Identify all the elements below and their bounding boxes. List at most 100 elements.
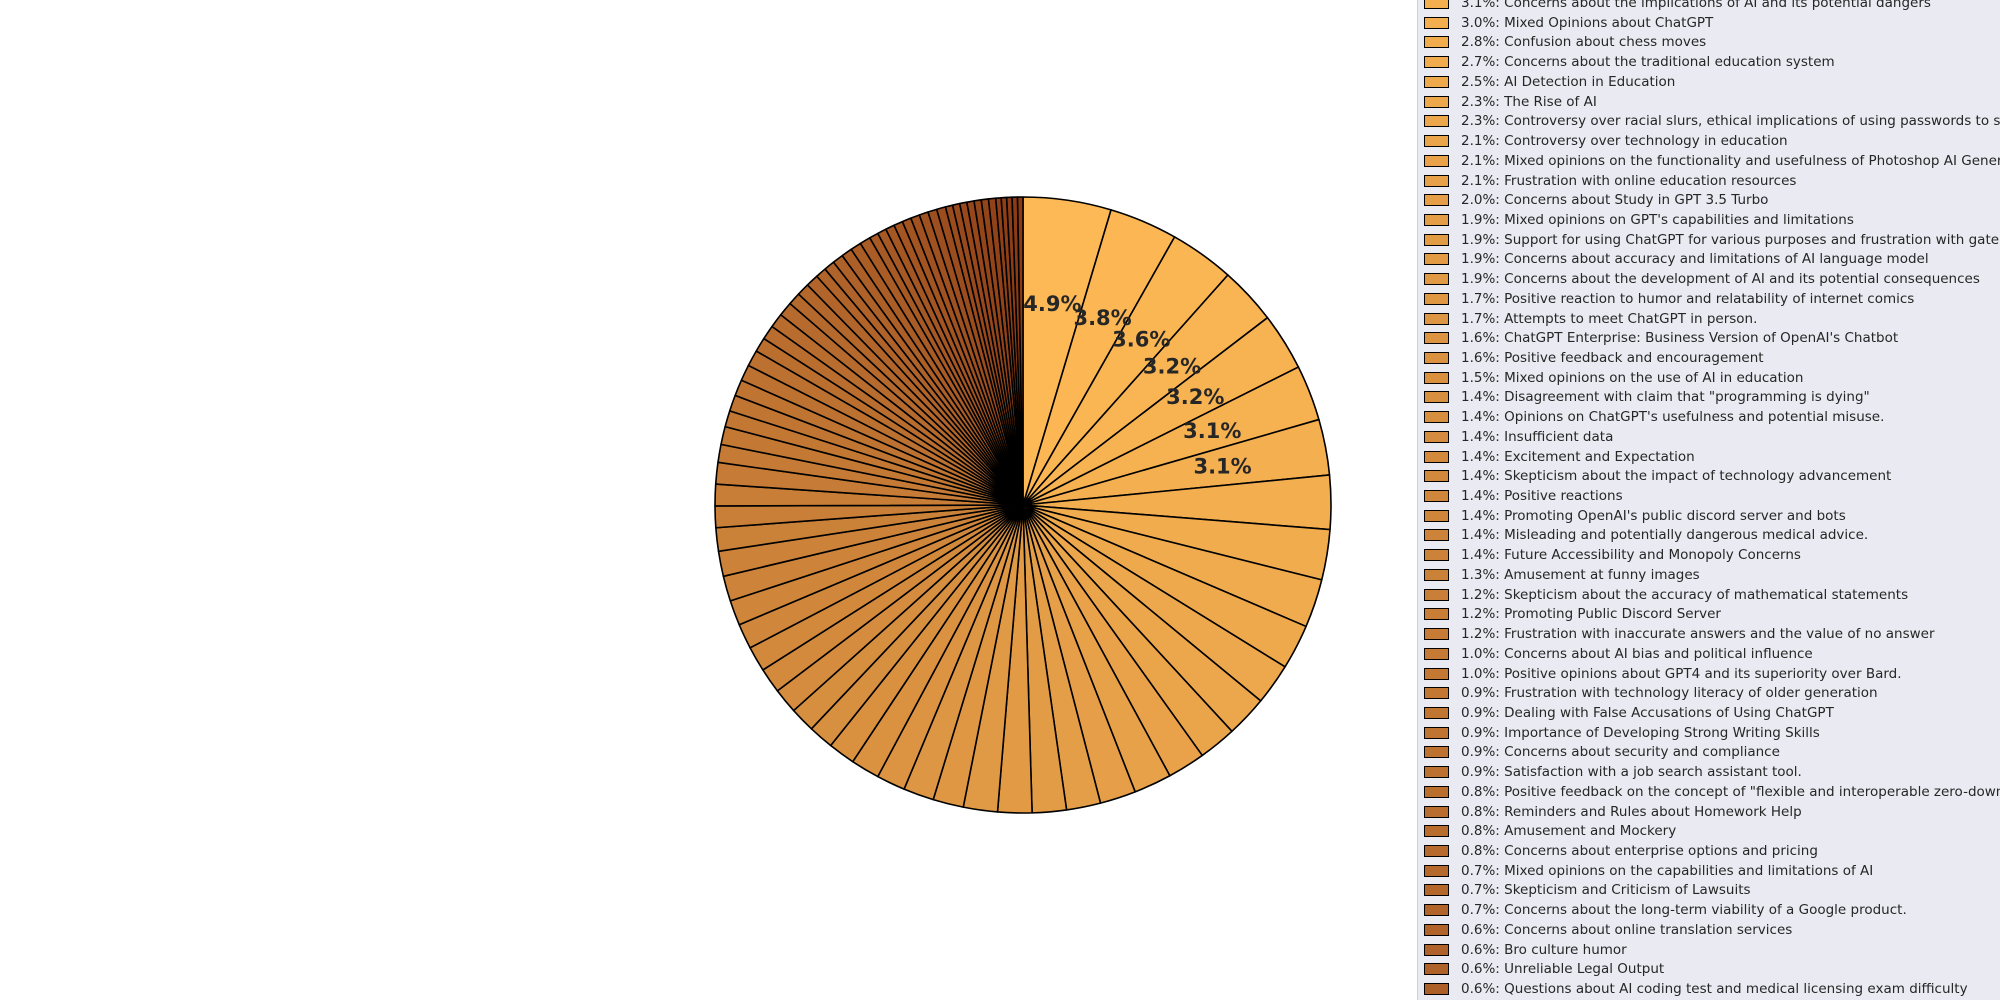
legend-item: 0.7%: Mixed opinions on the capabilities… bbox=[1424, 862, 1873, 880]
legend-swatch bbox=[1424, 845, 1449, 857]
legend-item: 1.4%: Disagreement with claim that "prog… bbox=[1424, 388, 1870, 406]
legend-swatch bbox=[1424, 352, 1449, 364]
pie-slices bbox=[714, 196, 1332, 814]
slice-percent-label: 3.2% bbox=[1143, 355, 1201, 379]
legend-swatch bbox=[1424, 529, 1449, 542]
legend-item: 2.3%: Controversy over racial slurs, eth… bbox=[1424, 112, 2000, 130]
legend-label: 1.4%: Insufficient data bbox=[1461, 428, 1614, 445]
legend-label: 2.1%: Mixed opinions on the functionalit… bbox=[1461, 152, 2000, 169]
legend-item: 1.4%: Opinions on ChatGPT's usefulness a… bbox=[1424, 408, 1884, 426]
legend-swatch bbox=[1424, 292, 1449, 305]
legend-swatch bbox=[1424, 726, 1449, 739]
legend-swatch bbox=[1424, 174, 1449, 187]
legend-label: 1.4%: Skepticism about the impact of tec… bbox=[1461, 468, 1892, 485]
legend-label: 2.3%: Controversy over racial slurs, eth… bbox=[1461, 113, 2000, 130]
legend-swatch bbox=[1424, 825, 1449, 838]
legend: 3.1%: Concerns about the implications of… bbox=[1417, 0, 2000, 1000]
slice-percent-label: 3.6% bbox=[1112, 328, 1170, 352]
legend-swatch bbox=[1424, 943, 1449, 956]
legend-item: 1.7%: Positive reaction to humor and rel… bbox=[1424, 290, 1914, 308]
slice-percent-label: 4.9% bbox=[1023, 292, 1081, 316]
legend-label: 1.4%: Excitement and Expectation bbox=[1461, 448, 1695, 465]
legend-label: 0.9%: Importance of Developing Strong Wr… bbox=[1461, 724, 1820, 741]
legend-item: 2.0%: Concerns about Study in GPT 3.5 Tu… bbox=[1424, 191, 1768, 209]
legend-item: 1.2%: Promoting Public Discord Server bbox=[1424, 605, 1721, 623]
legend-item: 1.2%: Frustration with inaccurate answer… bbox=[1424, 625, 1935, 643]
legend-label: 3.1%: Concerns about the implications of… bbox=[1461, 0, 1931, 11]
legend-item: 1.0%: Positive opinions about GPT4 and i… bbox=[1424, 665, 1902, 683]
legend-swatch bbox=[1424, 667, 1449, 680]
legend-swatch bbox=[1424, 16, 1449, 29]
legend-label: 1.4%: Positive reactions bbox=[1461, 488, 1623, 504]
legend-label: 0.8%: Amusement and Mockery bbox=[1461, 823, 1677, 840]
legend-swatch bbox=[1424, 470, 1449, 483]
legend-item: 0.9%: Frustration with technology litera… bbox=[1424, 684, 1878, 702]
slice-percent-label: 3.1% bbox=[1193, 455, 1251, 479]
legend-swatch bbox=[1424, 549, 1449, 562]
legend-label: 0.8%: Reminders and Rules about Homework… bbox=[1461, 803, 1802, 820]
legend-label: 0.6%: Bro culture humor bbox=[1461, 941, 1627, 958]
legend-item: 1.6%: Positive feedback and encouragemen… bbox=[1424, 349, 1764, 367]
legend-swatch bbox=[1424, 253, 1449, 266]
legend-item: 3.1%: Concerns about the implications of… bbox=[1424, 0, 1931, 12]
legend-label: 0.9%: Satisfaction with a job search ass… bbox=[1461, 764, 1802, 781]
legend-item: 2.1%: Frustration with online education … bbox=[1424, 172, 1796, 190]
legend-item: 1.4%: Misleading and potentially dangero… bbox=[1424, 526, 1868, 544]
legend-swatch bbox=[1424, 983, 1449, 995]
legend-swatch bbox=[1424, 56, 1449, 69]
legend-label: 3.0%: Mixed Opinions about ChatGPT bbox=[1461, 14, 1714, 31]
legend-swatch bbox=[1424, 450, 1449, 463]
legend-swatch bbox=[1424, 568, 1449, 581]
legend-swatch bbox=[1424, 509, 1449, 522]
legend-label: 1.2%: Frustration with inaccurate answer… bbox=[1461, 626, 1935, 642]
legend-label: 0.7%: Mixed opinions on the capabilities… bbox=[1461, 862, 1874, 879]
legend-swatch bbox=[1424, 273, 1449, 286]
legend-swatch bbox=[1424, 904, 1449, 917]
legend-label: 2.8%: Confusion about chess moves bbox=[1461, 34, 1707, 51]
legend-swatch bbox=[1424, 135, 1449, 147]
legend-swatch bbox=[1424, 430, 1449, 443]
legend-swatch bbox=[1424, 687, 1449, 700]
pie-labels: 4.9%3.8%3.6% 3.2% 3.2% 3.1% 3.1% bbox=[1023, 292, 1251, 479]
legend-label: 2.1%: Frustration with online education … bbox=[1461, 172, 1797, 189]
slice-percent-label: 3.8% bbox=[1073, 306, 1131, 330]
legend-label: 0.9%: Dealing with False Accusations of … bbox=[1461, 704, 1834, 721]
legend-item: 2.7%: Concerns about the traditional edu… bbox=[1424, 53, 1835, 71]
legend-swatch bbox=[1424, 746, 1449, 759]
legend-swatch bbox=[1424, 628, 1449, 640]
legend-swatch bbox=[1424, 115, 1449, 128]
legend-item: 1.9%: Support for using ChatGPT for vari… bbox=[1424, 231, 2000, 249]
legend-item: 2.5%: AI Detection in Education bbox=[1424, 73, 1675, 91]
legend-label: 0.6%: Concerns about online translation … bbox=[1461, 921, 1793, 938]
legend-item: 0.7%: Concerns about the long-term viabi… bbox=[1424, 901, 1907, 919]
legend-swatch bbox=[1424, 864, 1449, 877]
legend-label: 2.3%: The Rise of AI bbox=[1461, 93, 1597, 110]
legend-swatch bbox=[1424, 36, 1449, 49]
legend-swatch bbox=[1424, 0, 1449, 9]
legend-label: 2.7%: Concerns about the traditional edu… bbox=[1461, 54, 1835, 71]
legend-label: 1.6%: Positive feedback and encouragemen… bbox=[1461, 350, 1764, 366]
legend-swatch bbox=[1424, 963, 1449, 976]
legend-swatch bbox=[1424, 312, 1449, 325]
legend-swatch bbox=[1424, 411, 1449, 424]
legend-item: 0.9%: Satisfaction with a job search ass… bbox=[1424, 763, 1802, 781]
legend-label: 1.3%: Amusement at funny images bbox=[1461, 566, 1700, 583]
legend-swatch bbox=[1424, 766, 1449, 779]
legend-item: 2.1%: Mixed opinions on the functionalit… bbox=[1424, 152, 2000, 170]
legend-item: 0.6%: Concerns about online translation … bbox=[1424, 921, 1792, 939]
legend-label: 1.7%: Attempts to meet ChatGPT in person… bbox=[1461, 310, 1758, 327]
legend-swatch bbox=[1424, 371, 1449, 384]
legend-item: 0.9%: Importance of Developing Strong Wr… bbox=[1424, 724, 1820, 742]
legend-item: 0.8%: Amusement and Mockery bbox=[1424, 822, 1676, 840]
legend-label: 1.4%: Future Accessibility and Monopoly … bbox=[1461, 547, 1801, 564]
legend-item: 1.4%: Promoting OpenAI's public discord … bbox=[1424, 507, 1846, 525]
legend-item: 0.9%: Dealing with False Accusations of … bbox=[1424, 704, 1834, 722]
legend-label: 2.0%: Concerns about Study in GPT 3.5 Tu… bbox=[1461, 192, 1769, 209]
legend-item: 1.4%: Excitement and Expectation bbox=[1424, 448, 1695, 466]
legend-swatch bbox=[1424, 75, 1449, 88]
legend-item: 2.1%: Controversy over technology in edu… bbox=[1424, 132, 1788, 150]
legend-item: 1.5%: Mixed opinions on the use of AI in… bbox=[1424, 369, 1803, 387]
legend-label: 1.4%: Promoting OpenAI's public discord … bbox=[1461, 507, 1846, 524]
legend-label: 1.0%: Concerns about AI bias and politic… bbox=[1461, 645, 1813, 662]
legend-label: 0.7%: Concerns about the long-term viabi… bbox=[1461, 902, 1907, 919]
